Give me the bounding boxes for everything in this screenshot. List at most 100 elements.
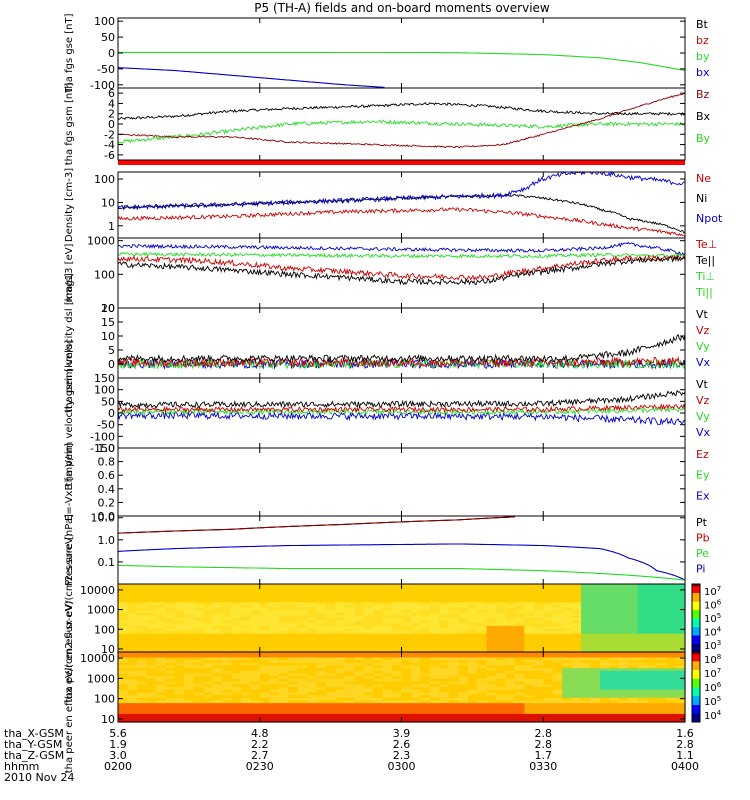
legend-label: Vz [696, 394, 710, 407]
heatmap-cell [250, 602, 261, 606]
heatmap-cell [193, 584, 204, 588]
heatmap-cell [666, 597, 677, 601]
heatmap-cell [146, 633, 157, 637]
heatmap-cell [420, 646, 431, 650]
heatmap-cell [382, 594, 393, 598]
heatmap-cell [590, 676, 601, 680]
heatmap-cell [467, 636, 478, 640]
heatmap-cell [552, 652, 563, 656]
heatmap-cell [363, 610, 374, 614]
heatmap-cell [250, 633, 261, 637]
heatmap-cell [458, 657, 469, 661]
heatmap-cell [666, 692, 677, 696]
heatmap-cell [288, 695, 299, 699]
heatmap-cell [618, 589, 629, 593]
heatmap-cell [203, 591, 214, 596]
heatmap-cell [533, 665, 544, 669]
heatmap-cell [118, 719, 129, 723]
heatmap-cell [344, 631, 355, 635]
heatmap-cell [486, 618, 497, 622]
heatmap-cell [656, 687, 667, 691]
heatmap-cell [288, 604, 299, 609]
heatmap-cell [609, 610, 620, 614]
heatmap-cell [429, 719, 440, 723]
heatmap-cell [505, 676, 516, 680]
heatmap-cell [590, 599, 601, 603]
y-tick-label: 10000 [80, 652, 115, 665]
heatmap-cell [618, 612, 629, 616]
heatmap-cell [382, 591, 393, 596]
y-tick-label: 50 [101, 395, 115, 408]
heatmap-cell [609, 700, 620, 704]
heatmap-cell [448, 594, 459, 598]
heatmap-cell [373, 633, 384, 637]
heatmap-cell [562, 607, 573, 611]
heatmap-cell [344, 625, 355, 630]
heatmap-cell [316, 625, 327, 630]
heatmap-cell [429, 594, 440, 598]
heatmap-cell [354, 657, 365, 661]
heatmap-cell [420, 684, 431, 688]
heatmap-cell [496, 660, 507, 664]
heatmap-cell [335, 705, 346, 710]
heatmap-cell [203, 602, 214, 606]
heatmap-cell [448, 628, 459, 632]
heatmap-cell [288, 673, 299, 677]
heatmap-cell [448, 646, 459, 650]
heatmap-cell [401, 628, 412, 632]
heatmap-cell [552, 620, 563, 624]
heatmap-cell [609, 597, 620, 601]
heatmap-cell [666, 708, 677, 712]
heatmap-cell [533, 681, 544, 685]
heatmap-cell [297, 697, 308, 702]
heatmap-cell [382, 623, 393, 627]
heatmap-cell [382, 610, 393, 614]
heatmap-cell [307, 673, 318, 677]
heatmap-cell [127, 628, 138, 632]
colorbar-label: 104 [704, 626, 722, 639]
heatmap-cell [467, 594, 478, 598]
heatmap-cell [401, 602, 412, 606]
heatmap-cell [618, 615, 629, 619]
heatmap-cell [458, 612, 469, 616]
heatmap-cell [524, 652, 535, 656]
heatmap-cell [297, 662, 308, 667]
heatmap-cell [401, 597, 412, 601]
heatmap-cell [448, 695, 459, 699]
heatmap-cell [269, 636, 280, 640]
heatmap-cell [448, 681, 459, 685]
heatmap-cell [552, 689, 563, 693]
heatmap-cell [524, 684, 535, 688]
heatmap-cell [420, 668, 431, 672]
heatmap-cell [354, 586, 365, 590]
heatmap-cell [656, 618, 667, 622]
heatmap-cell [666, 665, 677, 669]
heatmap-cell [401, 657, 412, 661]
heatmap-cell [288, 644, 299, 648]
heatmap-cell [439, 660, 450, 664]
heatmap-cell [477, 662, 488, 667]
heatmap-cell [486, 628, 497, 632]
heatmap-cell [325, 719, 336, 723]
heatmap-cell [118, 713, 129, 718]
heatmap-cell [184, 594, 195, 598]
heatmap-cell [496, 607, 507, 611]
heatmap-cell [165, 649, 176, 653]
heatmap-cell [590, 638, 601, 643]
heatmap-cell [675, 641, 686, 645]
heatmap-cell [429, 641, 440, 645]
heatmap-cell [136, 662, 147, 667]
heatmap-cell [571, 612, 582, 616]
heatmap-cell [288, 687, 299, 691]
heatmap-cell [212, 705, 223, 710]
heatmap-cell [221, 692, 232, 696]
heatmap-cell [666, 615, 677, 619]
heatmap-cell [221, 631, 232, 635]
heatmap-cell [429, 689, 440, 693]
heatmap-cell [675, 618, 686, 622]
heatmap-cell [307, 689, 318, 693]
heatmap-cell [221, 633, 232, 637]
y-axis-label: tha peim velocity dsl [km/s] [64, 273, 75, 413]
heatmap-cell [335, 681, 346, 685]
colorbar-segment [692, 709, 700, 712]
